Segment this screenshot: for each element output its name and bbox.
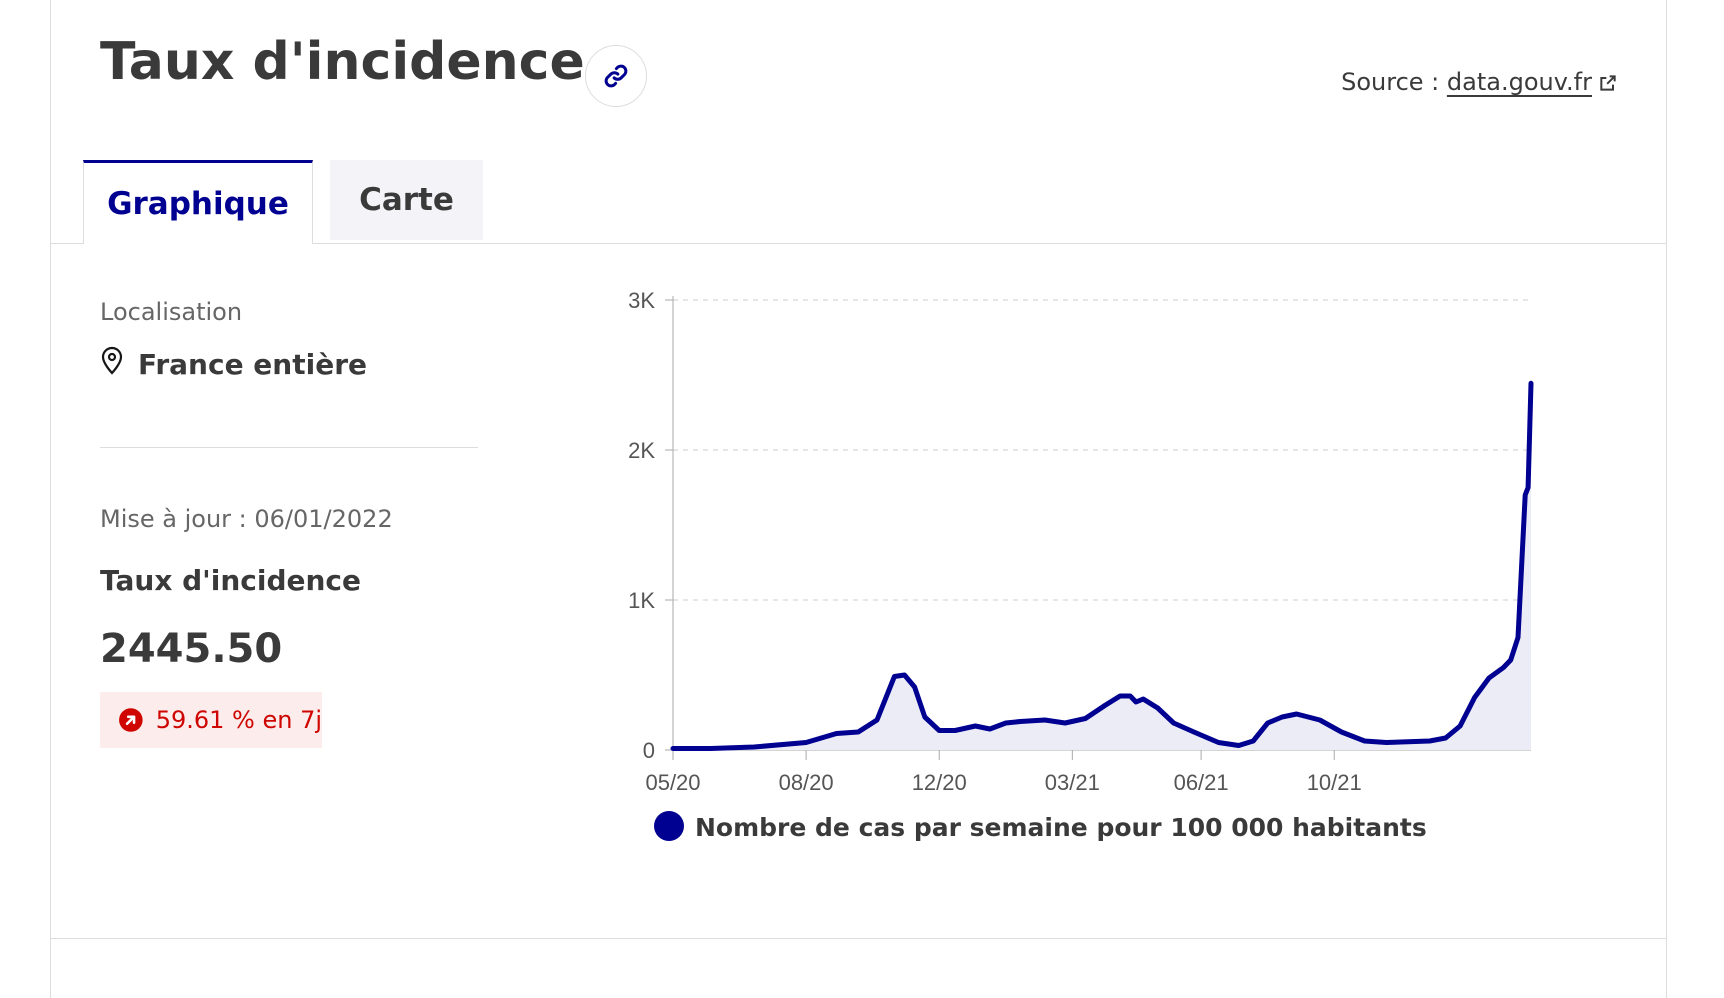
sidebar-divider xyxy=(100,447,478,448)
location-value: France entière xyxy=(100,346,368,381)
x-tick-label: 12/20 xyxy=(912,770,967,795)
x-tick-label: 06/21 xyxy=(1174,770,1229,795)
source-prefix: Source : xyxy=(1341,68,1447,96)
chart-legend: Nombre de cas par semaine pour 100 000 h… xyxy=(654,811,1427,842)
tab-graphique[interactable]: Graphique xyxy=(83,160,313,244)
location-label: Localisation xyxy=(100,298,243,326)
update-date: Mise à jour : 06/01/2022 xyxy=(100,505,393,533)
indicator-card: Taux d'incidence Source : data.gouv.fr G… xyxy=(50,0,1667,998)
series-area xyxy=(673,383,1531,750)
legend-marker xyxy=(654,811,684,841)
external-link-icon xyxy=(1600,75,1616,91)
tab-divider-gap xyxy=(84,243,312,244)
change-text: 59.61 % en 7j xyxy=(155,706,322,734)
metric-label: Taux d'incidence xyxy=(100,564,362,597)
location-text: France entière xyxy=(138,348,368,381)
map-pin-icon xyxy=(101,346,123,375)
y-tick-label: 3K xyxy=(628,288,655,313)
source-info: Source : data.gouv.fr xyxy=(1341,68,1618,96)
card-bottom-divider xyxy=(51,938,1666,939)
x-axis: 05/20 08/20 12/20 03/21 06/21 10/21 xyxy=(645,749,1531,795)
x-tick-label: 08/20 xyxy=(779,770,834,795)
link-icon xyxy=(604,64,628,88)
x-tick-label: 10/21 xyxy=(1307,770,1362,795)
copy-link-button[interactable] xyxy=(585,45,647,107)
change-badge: 59.61 % en 7j xyxy=(100,692,322,748)
series-line xyxy=(670,380,1534,751)
y-axis: 0 1K 2K 3K xyxy=(628,288,674,763)
tab-carte[interactable]: Carte xyxy=(330,160,483,240)
x-tick-label: 03/21 xyxy=(1045,770,1100,795)
arrow-up-right-icon xyxy=(119,708,143,732)
tab-divider xyxy=(51,243,1666,244)
legend-label: Nombre de cas par semaine pour 100 000 h… xyxy=(695,813,1427,842)
y-tick-label: 1K xyxy=(628,588,655,613)
source-link[interactable]: data.gouv.fr xyxy=(1447,68,1618,96)
x-tick-label: 05/20 xyxy=(645,770,700,795)
y-tick-label: 0 xyxy=(643,738,655,763)
metric-value: 2445.50 xyxy=(100,626,283,672)
incidence-chart: 0 1K 2K 3K 05/20 08/20 12/20 03/21 06/21 10/21 N… xyxy=(628,288,1534,842)
y-tick-label: 2K xyxy=(628,438,655,463)
chart-grid xyxy=(673,299,1531,601)
page-title: Taux d'incidence xyxy=(100,32,585,92)
source-link-text: data.gouv.fr xyxy=(1446,68,1592,96)
